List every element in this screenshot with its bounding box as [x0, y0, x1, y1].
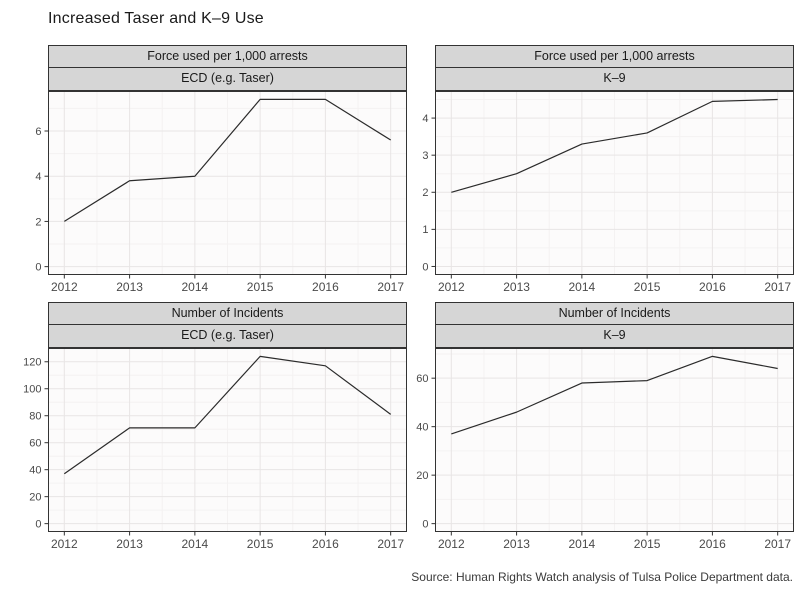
- svg-text:2016: 2016: [312, 280, 339, 294]
- svg-text:1: 1: [422, 224, 428, 236]
- facet-col-header: ECD (e.g. Taser): [48, 67, 407, 91]
- facet-col-header: K–9: [435, 324, 794, 348]
- svg-text:0: 0: [35, 518, 41, 530]
- svg-text:0: 0: [35, 261, 41, 273]
- line-chart-force-k9: 0 1 2 3 4 2012 2013 2014 2015 2016 2017: [422, 91, 794, 294]
- line-chart-force-ecd: 0 2 4 6 2012 2013 2014 2015 2016 2017: [35, 91, 407, 294]
- line-chart-incidents-k9: 0 20 40 60 2012 2013 2014 2015 2016 2017: [416, 348, 794, 551]
- svg-text:6: 6: [35, 126, 41, 138]
- svg-text:2016: 2016: [312, 537, 339, 551]
- svg-text:40: 40: [29, 465, 41, 477]
- facet-grid: Force used per 1,000 arrests ECD (e.g. T…: [20, 45, 794, 554]
- svg-text:0: 0: [422, 261, 428, 273]
- facet-col-header: K–9: [435, 67, 794, 91]
- svg-text:20: 20: [416, 470, 428, 482]
- svg-text:2016: 2016: [699, 537, 726, 551]
- svg-text:2017: 2017: [377, 537, 404, 551]
- svg-text:20: 20: [29, 492, 41, 504]
- svg-text:2: 2: [35, 216, 41, 228]
- svg-text:4: 4: [422, 113, 428, 125]
- svg-text:80: 80: [29, 411, 41, 423]
- svg-text:2013: 2013: [503, 280, 530, 294]
- svg-text:120: 120: [23, 357, 41, 369]
- facet-panel-force-k9: Force used per 1,000 arrests K–9 0 1 2 3 4 20…: [407, 45, 794, 297]
- svg-text:2015: 2015: [634, 280, 661, 294]
- line-chart-incidents-ecd: 0 20 40 60 80 100 120 2012 2013 2014 2015 2016 2017: [23, 348, 407, 551]
- source-note: Source: Human Rights Watch analysis of T…: [411, 570, 793, 584]
- svg-text:60: 60: [416, 373, 428, 385]
- facet-panel-incidents-k9: Number of Incidents K–9 0 20 40 60 2012 2013 2…: [407, 302, 794, 554]
- svg-text:2017: 2017: [377, 280, 404, 294]
- facet-row-header: Force used per 1,000 arrests: [435, 45, 794, 68]
- svg-text:4: 4: [35, 171, 41, 183]
- svg-text:2015: 2015: [634, 537, 661, 551]
- svg-text:2012: 2012: [51, 280, 78, 294]
- svg-text:2017: 2017: [764, 537, 791, 551]
- svg-text:2014: 2014: [182, 537, 209, 551]
- svg-text:40: 40: [416, 422, 428, 434]
- svg-text:2013: 2013: [503, 537, 530, 551]
- svg-text:2012: 2012: [51, 537, 78, 551]
- svg-text:2015: 2015: [247, 537, 274, 551]
- svg-text:2014: 2014: [182, 280, 209, 294]
- facet-panel-force-ecd: Force used per 1,000 arrests ECD (e.g. T…: [20, 45, 407, 297]
- chart-title: Increased Taser and K–9 Use: [48, 10, 264, 27]
- svg-text:2014: 2014: [569, 280, 596, 294]
- svg-text:2: 2: [422, 187, 428, 199]
- svg-text:2013: 2013: [116, 537, 143, 551]
- svg-text:3: 3: [422, 150, 428, 162]
- facet-row-header: Number of Incidents: [48, 302, 407, 325]
- facet-panel-incidents-ecd: Number of Incidents ECD (e.g. Taser) 0 20…: [20, 302, 407, 554]
- facet-col-header: ECD (e.g. Taser): [48, 324, 407, 348]
- svg-text:2016: 2016: [699, 280, 726, 294]
- facet-row-header: Force used per 1,000 arrests: [48, 45, 407, 68]
- svg-text:60: 60: [29, 438, 41, 450]
- svg-text:100: 100: [23, 384, 41, 396]
- svg-text:2017: 2017: [764, 280, 791, 294]
- svg-text:2015: 2015: [247, 280, 274, 294]
- svg-text:2012: 2012: [438, 537, 465, 551]
- svg-text:2013: 2013: [116, 280, 143, 294]
- facet-row-header: Number of Incidents: [435, 302, 794, 325]
- svg-text:2012: 2012: [438, 280, 465, 294]
- svg-text:0: 0: [422, 518, 428, 530]
- svg-text:2014: 2014: [569, 537, 596, 551]
